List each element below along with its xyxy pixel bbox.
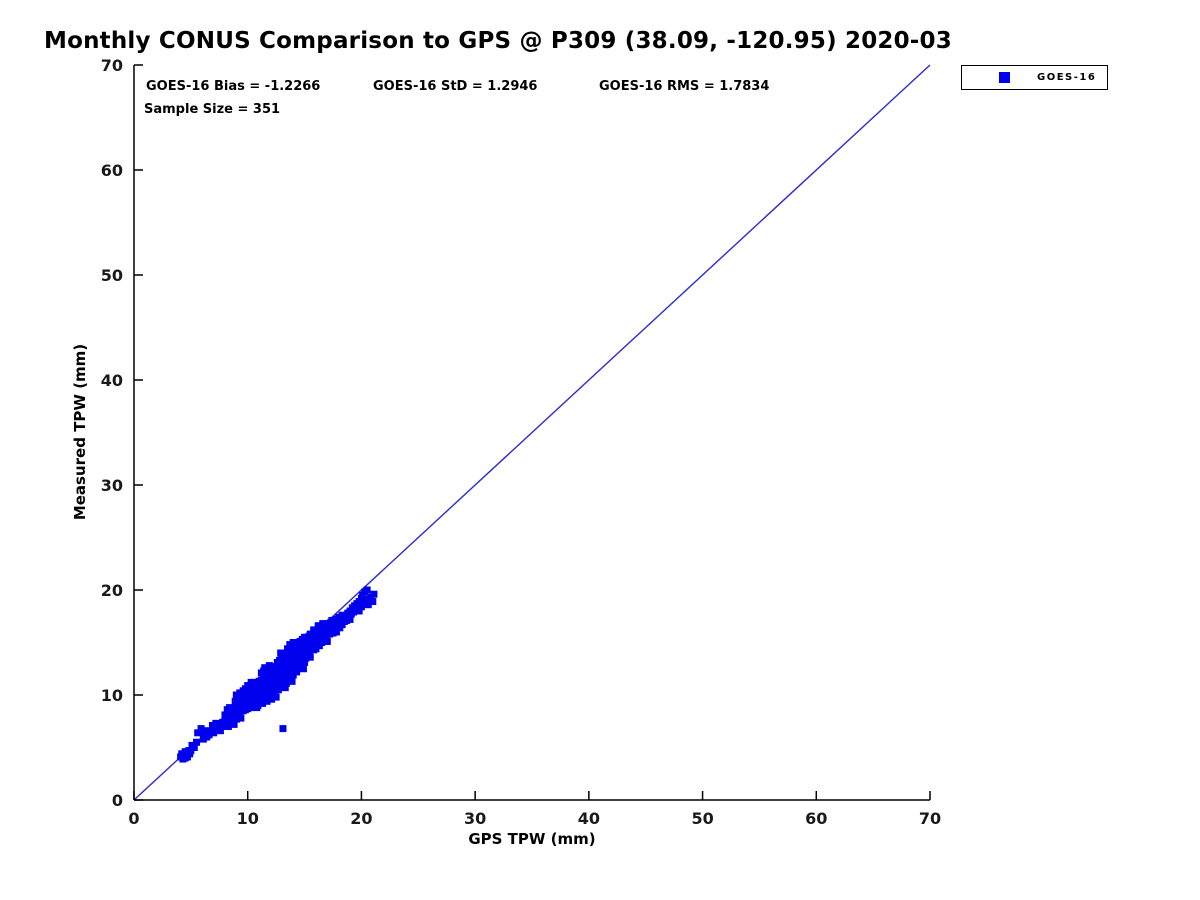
- y-axis-label: Measured TPW (mm): [71, 343, 89, 521]
- y-tick-label: 20: [101, 581, 123, 600]
- scatter-point: [282, 679, 290, 687]
- scatter-point: [288, 677, 296, 685]
- y-tick-label: 30: [101, 476, 123, 495]
- legend-square-marker-icon: [999, 72, 1010, 83]
- stat-sample-size: Sample Size = 351: [144, 102, 281, 117]
- scatter-point: [262, 670, 270, 678]
- scatter-point: [197, 725, 205, 733]
- x-tick-label: 60: [805, 809, 827, 828]
- scatter-point: [274, 686, 282, 694]
- scatter-point: [247, 678, 255, 686]
- scatter-point: [268, 695, 276, 703]
- scatter-point: [299, 665, 307, 673]
- chart-title: Monthly CONUS Comparison to GPS @ P309 (…: [44, 28, 952, 54]
- scatter-point: [310, 626, 318, 634]
- scatter-point: [303, 636, 311, 644]
- scatter-point: [355, 607, 363, 615]
- y-tick-label: 50: [101, 266, 123, 285]
- stat-std: GOES-16 StD = 1.2946: [373, 79, 538, 94]
- x-tick-label: 40: [578, 809, 600, 828]
- scatter-point: [301, 658, 309, 666]
- scatter-point: [323, 637, 331, 645]
- scatter-point: [222, 718, 230, 726]
- scatter-point: [281, 684, 289, 692]
- x-tick-label: 30: [464, 809, 486, 828]
- x-tick-label: 10: [237, 809, 259, 828]
- scatter-point: [243, 689, 251, 697]
- scatter-point: [346, 615, 354, 623]
- scatter-point: [272, 693, 280, 701]
- scatter-point: [319, 620, 327, 628]
- scatter-point: [363, 586, 371, 594]
- scatter-point: [293, 668, 301, 676]
- x-axis-label: GPS TPW (mm): [468, 830, 596, 848]
- scatter-point: [357, 603, 365, 611]
- legend-box: GOES-16: [961, 65, 1108, 90]
- scatter-point: [230, 720, 238, 728]
- scatter-point: [210, 729, 218, 737]
- scatter-point: [245, 685, 253, 693]
- scatter-point: [370, 590, 378, 598]
- scatter-point: [279, 725, 287, 733]
- legend-series-label: GOES-16: [1037, 72, 1097, 83]
- scatter-point: [216, 727, 224, 735]
- y-tick-label: 40: [101, 371, 123, 390]
- scatter-point: [240, 698, 248, 706]
- y-tick-label: 10: [101, 686, 123, 705]
- scatter-point: [194, 729, 202, 737]
- scatter-point: [306, 653, 314, 661]
- y-tick-label: 0: [112, 791, 123, 810]
- scatter-point: [249, 691, 257, 699]
- x-tick-label: 70: [919, 809, 941, 828]
- scatter-point: [263, 697, 271, 705]
- y-tick-label: 70: [101, 56, 123, 75]
- scatter-point: [364, 601, 372, 609]
- scatter-point: [237, 714, 245, 722]
- scatter-point: [231, 697, 239, 705]
- scatter-point: [265, 662, 273, 670]
- scatter-point: [284, 645, 292, 653]
- scatter-point: [261, 664, 269, 672]
- scatter-point: [332, 628, 340, 636]
- scatter-point: [193, 738, 201, 746]
- scatter-point: [362, 595, 370, 603]
- y-tick-label: 60: [101, 161, 123, 180]
- scatter-point: [314, 622, 322, 630]
- x-tick-label: 20: [350, 809, 372, 828]
- stat-rms: GOES-16 RMS = 1.7834: [599, 79, 770, 94]
- scatter-point: [190, 744, 198, 751]
- x-tick-label: 0: [128, 809, 139, 828]
- scatter-point: [258, 699, 266, 707]
- scatter-point: [369, 598, 377, 606]
- x-tick-label: 50: [691, 809, 713, 828]
- scatter-point: [220, 723, 228, 730]
- scatter-point: [254, 702, 262, 709]
- scatter-point: [277, 649, 285, 657]
- stat-bias: GOES-16 Bias = -1.2266: [146, 79, 321, 94]
- scatter-point: [224, 723, 232, 730]
- scatter-point: [289, 639, 297, 646]
- scatter-point: [270, 663, 278, 671]
